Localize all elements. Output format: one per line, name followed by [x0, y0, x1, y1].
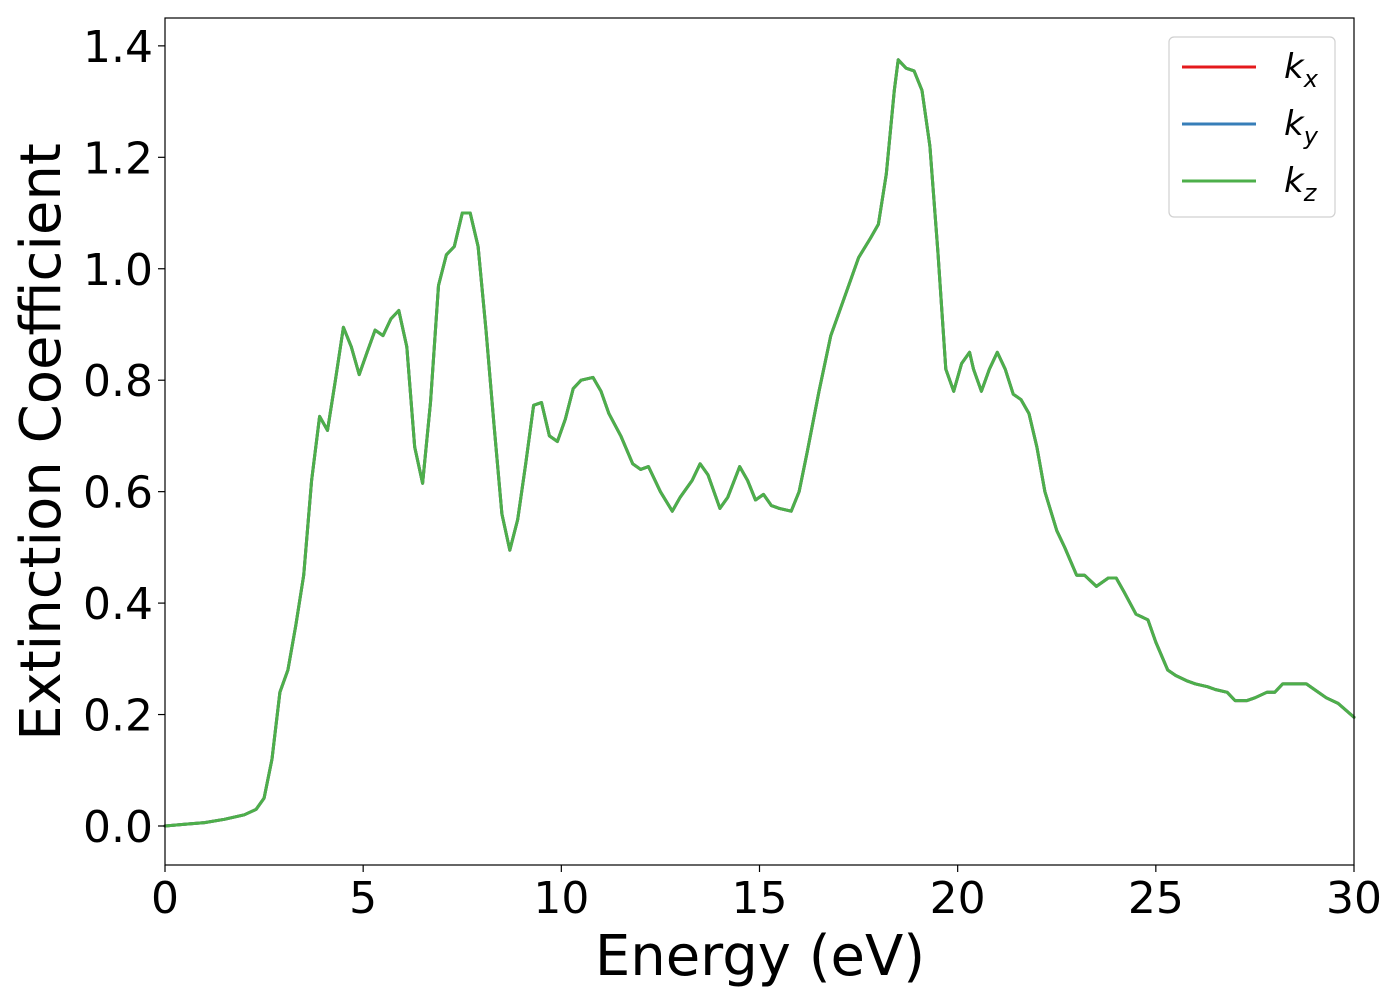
x-tick-label: 15	[732, 873, 788, 924]
series-line-kz	[163, 58, 1356, 828]
x-tick-label: 10	[533, 873, 589, 924]
legend-label-kx: kx	[1284, 47, 1319, 93]
x-tick-label: 20	[930, 873, 986, 924]
y-tick-label: 1.2	[83, 133, 153, 184]
y-tick-label: 0.2	[83, 691, 153, 742]
x-axis-title: Energy (eV)	[595, 924, 925, 989]
y-tick-label: 1.4	[83, 22, 153, 73]
x-tick-label: 5	[349, 873, 377, 924]
x-tick-label: 25	[1128, 873, 1184, 924]
x-tick-label: 30	[1326, 873, 1382, 924]
legend-label-kz: kz	[1284, 161, 1318, 207]
legend-label-ky: ky	[1284, 104, 1319, 150]
y-tick-label: 0.0	[83, 802, 153, 853]
x-tick-label: 0	[151, 873, 179, 924]
y-tick-label: 1.0	[83, 245, 153, 296]
y-tick-label: 0.6	[83, 468, 153, 519]
y-tick-label: 0.8	[83, 356, 153, 407]
y-axis-title: Extinction Coefficient	[9, 143, 74, 741]
y-tick-label: 0.4	[83, 579, 153, 630]
legend: kx ky kz	[1168, 36, 1336, 218]
x-axis-ticks: 0 5 10 15 20 25 30	[151, 865, 1382, 924]
legend-box	[1168, 36, 1336, 218]
plot-area	[163, 17, 1356, 866]
y-axis-ticks: 0.0 0.2 0.4 0.6 0.8 1.0 1.2 1.4	[83, 22, 165, 853]
